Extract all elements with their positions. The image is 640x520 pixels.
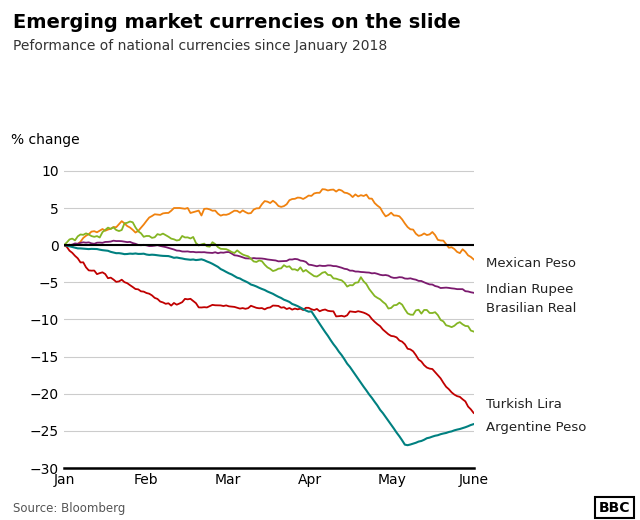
Text: Brasilian Real: Brasilian Real [486, 302, 577, 315]
Text: Emerging market currencies on the slide: Emerging market currencies on the slide [13, 13, 461, 32]
Text: Mexican Peso: Mexican Peso [486, 257, 577, 270]
Text: Indian Rupee: Indian Rupee [486, 283, 574, 296]
Text: Source: Bloomberg: Source: Bloomberg [13, 502, 125, 515]
Text: % change: % change [11, 133, 79, 147]
Text: BBC: BBC [599, 501, 630, 515]
Text: Argentine Peso: Argentine Peso [486, 421, 587, 434]
Text: Peformance of national currencies since January 2018: Peformance of national currencies since … [13, 39, 387, 53]
Text: Turkish Lira: Turkish Lira [486, 398, 563, 411]
